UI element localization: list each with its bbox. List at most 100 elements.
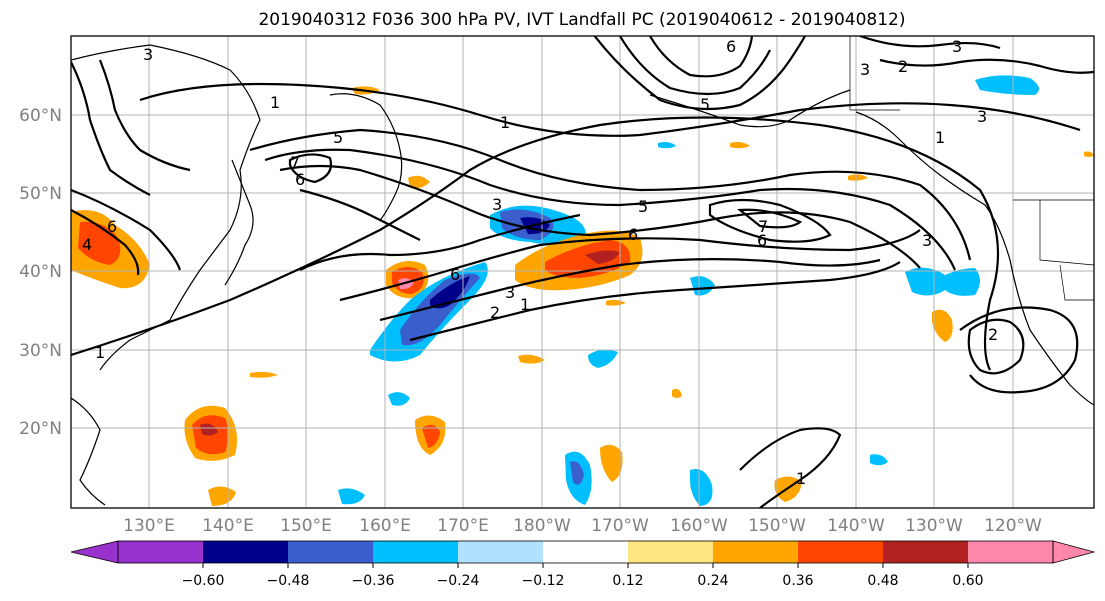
colorbar-tick-label: 0.60 — [952, 573, 983, 589]
colorbar-tick-label: −0.12 — [522, 573, 565, 589]
contour-labels: 3 1 6 5 7 6 4 3 1 3 6 2 1 5 7 6 3 1 2 3 … — [82, 37, 998, 488]
shade-negative — [588, 349, 618, 368]
shade-negative — [690, 469, 713, 506]
colorbar: −0.60 −0.48 −0.36 −0.24 −0.12 0.12 0.24 … — [70, 540, 1096, 589]
contour-label: 2 — [490, 303, 500, 322]
lon-label: 160°E — [359, 516, 411, 536]
colorbar-segment — [373, 541, 458, 563]
shade-positive — [408, 175, 430, 189]
colorbar-segment — [968, 541, 1053, 563]
contour-label: 5 — [333, 128, 343, 147]
colorbar-segment — [543, 541, 628, 563]
shade-positive — [1084, 151, 1094, 157]
lon-label: 130°E — [123, 516, 175, 536]
colorbar-segment — [288, 541, 373, 563]
shade-positive — [606, 299, 626, 306]
contour-label: 1 — [270, 93, 280, 112]
shade-negative — [658, 142, 676, 149]
lat-label: 40°N — [19, 262, 62, 282]
colorbar-segment — [798, 541, 883, 563]
contour-label: 4 — [82, 235, 92, 254]
contour-label: 1 — [935, 128, 945, 147]
shade-negative — [388, 392, 410, 406]
lat-label: 60°N — [19, 106, 62, 126]
contour-label: 2 — [898, 57, 908, 76]
colorbar-tick-label: 0.36 — [782, 573, 813, 589]
contour-label: 3 — [143, 45, 153, 64]
contour-label: 1 — [520, 295, 530, 314]
contour-label: 5 — [638, 197, 648, 216]
contour-label: 1 — [95, 343, 105, 362]
lon-label: 140°E — [202, 516, 254, 536]
latitude-labels: 60°N 50°N 40°N 30°N 20°N — [19, 106, 62, 439]
shade-negative — [430, 276, 470, 309]
contour-label: 3 — [977, 107, 987, 126]
contour-label: 6 — [726, 37, 736, 56]
colorbar-segment — [458, 541, 543, 563]
colorbar-segment — [713, 541, 798, 563]
shade-positive — [600, 444, 623, 482]
shade-positive — [518, 354, 545, 364]
shade-negative — [338, 488, 365, 505]
shade-positive — [585, 250, 620, 264]
contour-label: 6 — [450, 265, 460, 284]
shade-positive — [208, 486, 236, 506]
colorbar-segment — [1052, 540, 1096, 564]
shade-positive — [422, 424, 440, 448]
lon-label: 140°W — [827, 516, 885, 536]
map-panel: 3 1 6 5 7 6 4 3 1 3 6 2 1 5 7 6 3 1 2 3 … — [70, 35, 1095, 509]
lat-label: 50°N — [19, 184, 62, 204]
map-frame — [70, 35, 1095, 509]
shade-negative — [870, 454, 888, 466]
colorbar-tick-label: −0.60 — [182, 573, 225, 589]
contour-label: 3 — [922, 231, 932, 250]
shade-positive — [672, 388, 682, 398]
shade-negative — [905, 267, 980, 296]
borders — [849, 36, 1094, 301]
contour-label: 1 — [796, 469, 806, 488]
lon-label: 130°W — [905, 516, 963, 536]
contour-label: 3 — [860, 60, 870, 79]
contour-label: 6 — [628, 225, 638, 244]
colorbar-tick-label: 0.12 — [612, 573, 643, 589]
colorbar-segment — [203, 541, 288, 563]
shade-positive — [200, 423, 218, 436]
contour-label: 6 — [107, 217, 117, 236]
lon-label: 150°W — [748, 516, 806, 536]
shade-positive — [932, 309, 953, 342]
lon-label: 120°W — [984, 516, 1042, 536]
lat-label: 30°N — [19, 341, 62, 361]
shade-positive — [848, 174, 868, 181]
colorbar-tick-label: 0.48 — [867, 573, 898, 589]
contour-label: 7 — [758, 217, 768, 236]
contour-label: 6 — [757, 231, 767, 250]
contour-label: 3 — [952, 37, 962, 56]
colorbar-tick-label: −0.24 — [437, 573, 480, 589]
contour-label: 5 — [700, 95, 710, 114]
longitude-labels: 130°E 140°E 150°E 160°E 170°E 180°W 170°… — [123, 516, 1042, 536]
lon-label: 170°W — [591, 516, 649, 536]
lat-label: 20°N — [19, 419, 62, 439]
colorbar-frame — [117, 540, 1054, 564]
shade-negative — [975, 75, 1039, 95]
contour-label: 3 — [505, 283, 515, 302]
colorbar-tick-label: −0.36 — [352, 573, 395, 589]
lon-label: 150°E — [280, 516, 332, 536]
shade-positive — [250, 371, 278, 378]
contour-label: 2 — [988, 325, 998, 344]
colorbar-tick-label: −0.48 — [267, 573, 310, 589]
contour-label: 1 — [500, 113, 510, 132]
lon-label: 180°W — [513, 516, 571, 536]
lon-label: 160°W — [670, 516, 728, 536]
colorbar-segment — [883, 541, 968, 563]
shade-negative — [570, 461, 584, 485]
colorbar-segment — [118, 541, 203, 563]
lon-label: 170°E — [437, 516, 489, 536]
contour-label: 7 — [290, 153, 300, 172]
contour-label: 3 — [492, 195, 502, 214]
colorbar-segment — [628, 541, 713, 563]
colorbar-ticks — [202, 563, 969, 568]
contour-label: 6 — [295, 170, 305, 189]
shade-negative — [690, 276, 715, 296]
